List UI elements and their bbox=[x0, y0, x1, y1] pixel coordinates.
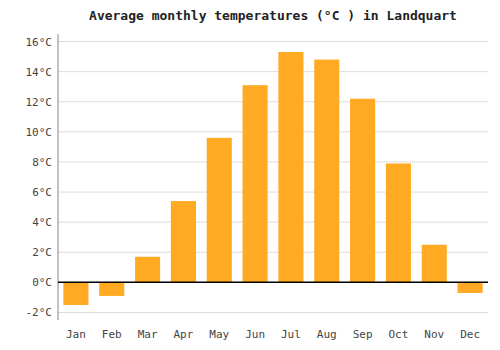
x-tick-label: Apr bbox=[173, 328, 193, 341]
x-tick-label: Dec bbox=[460, 328, 480, 341]
grid-line bbox=[58, 71, 488, 72]
y-axis: -2°C 0°C 2°C 4°C 6°C 8°C 10°C 12°C 14°C 16°C bbox=[26, 34, 59, 320]
chart-container: Average monthly temperatures (°C ) in La… bbox=[0, 0, 500, 350]
bar bbox=[422, 245, 447, 283]
x-tick-label: May bbox=[209, 328, 229, 341]
title: Average monthly temperatures (°C ) in La… bbox=[89, 8, 457, 23]
y-tick-label: 4°C bbox=[32, 216, 52, 229]
bar bbox=[99, 282, 124, 296]
x-tick-label: Jun bbox=[245, 328, 265, 341]
bar bbox=[458, 282, 483, 293]
y-axis-line bbox=[58, 34, 59, 320]
x-tick-label: Oct bbox=[388, 328, 408, 341]
grid-line bbox=[58, 101, 488, 102]
chart: Average monthly temperatures (°C ) in La… bbox=[0, 0, 500, 350]
grid-line bbox=[58, 41, 488, 42]
y-tick-label: 14°C bbox=[26, 66, 53, 79]
grid-line bbox=[58, 282, 488, 283]
y-tick-label: 6°C bbox=[32, 186, 52, 199]
y-tick-label: 8°C bbox=[32, 156, 52, 169]
bar bbox=[135, 257, 160, 283]
zero-line bbox=[58, 282, 488, 284]
grid-line bbox=[58, 192, 488, 193]
grid-line bbox=[58, 312, 488, 313]
bar bbox=[207, 138, 232, 283]
y-tick-label: 10°C bbox=[26, 126, 53, 139]
x-axis: Jan Feb Mar Apr May Jun Jul Aug Sep Oct Nov Dec bbox=[66, 328, 480, 341]
bar bbox=[314, 60, 339, 283]
y-tick-label: -2°C bbox=[26, 306, 53, 319]
bar bbox=[63, 282, 88, 305]
bar bbox=[386, 163, 411, 282]
bar bbox=[171, 201, 196, 282]
x-tick-label: Jan bbox=[66, 328, 86, 341]
x-tick-label: Sep bbox=[353, 328, 373, 341]
x-tick-label: Feb bbox=[102, 328, 122, 341]
grid-line bbox=[58, 131, 488, 132]
y-tick-label: 16°C bbox=[26, 36, 53, 49]
grid bbox=[58, 42, 488, 313]
bars bbox=[63, 52, 482, 305]
grid-line bbox=[58, 222, 488, 223]
bar bbox=[278, 52, 303, 282]
y-tick-label: 12°C bbox=[26, 96, 53, 109]
y-tick-label: 2°C bbox=[32, 246, 52, 259]
x-tick-label: Jul bbox=[281, 328, 301, 341]
x-tick-label: Aug bbox=[317, 328, 337, 341]
x-tick-label: Mar bbox=[138, 328, 158, 341]
grid-line bbox=[58, 161, 488, 162]
bar bbox=[350, 99, 375, 283]
bar bbox=[243, 85, 268, 282]
x-tick-label: Nov bbox=[424, 328, 444, 341]
y-tick-label: 0°C bbox=[32, 276, 52, 289]
background bbox=[0, 0, 500, 350]
